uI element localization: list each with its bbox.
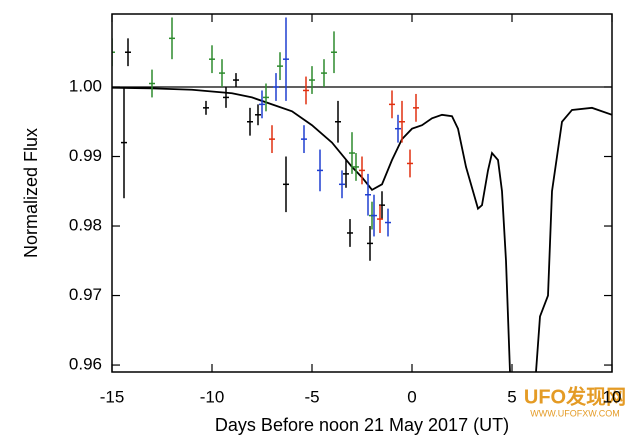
y-tick-label: 1.00 [69,76,102,95]
axes-frame [111,13,613,373]
y-tick-label: 0.98 [69,216,102,235]
x-tick-label: -5 [304,387,319,406]
x-tick-label: 10 [603,387,622,406]
x-tick-label: -10 [200,387,225,406]
watermark-url: WWW.UFOFXW.COM [530,408,619,418]
plot-area [112,17,612,372]
x-tick-label: -15 [100,387,125,406]
y-tick-label: 0.99 [69,146,102,165]
y-tick-label: 0.97 [69,285,102,304]
watermark: UFO发现网 [524,384,626,408]
x-axis-label: Days Before noon 21 May 2017 (UT) [215,415,509,435]
x-tick-label: 5 [507,387,516,406]
y-axis-label: Normalized Flux [21,128,41,258]
y-tick-label: 0.96 [69,355,102,374]
flux-curve [112,86,612,372]
x-tick-label: 0 [407,387,416,406]
